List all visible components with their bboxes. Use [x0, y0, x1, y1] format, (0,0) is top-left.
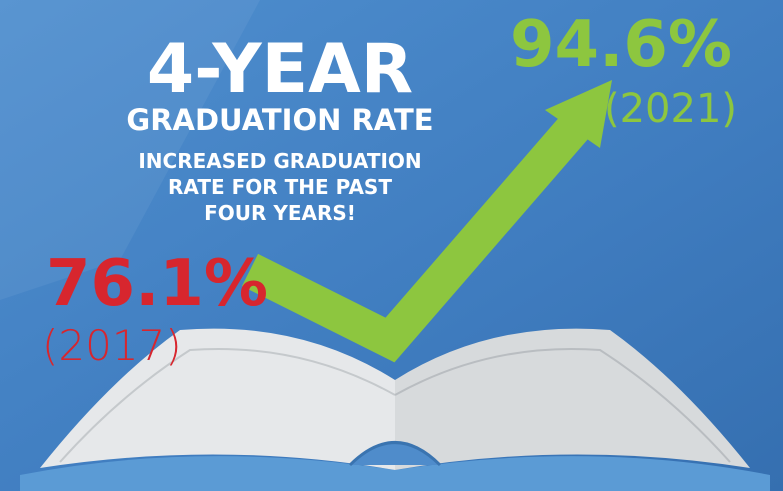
start-year: (2017)	[42, 321, 182, 370]
page: 4-YEAR GRADUATION RATE INCREASED GRADUAT…	[0, 0, 783, 491]
start-rate: 76.1%	[46, 247, 268, 321]
note-line: FOUR YEARS!	[204, 201, 356, 225]
end-rate: 94.6%	[510, 8, 732, 82]
note-line: INCREASED GRADUATION	[138, 149, 421, 173]
note-line: RATE FOR THE PAST	[168, 175, 392, 199]
title: 4-YEAR	[147, 30, 413, 109]
subtitle: GRADUATION RATE	[126, 103, 433, 137]
end-year: (2021)	[604, 86, 737, 132]
infographic: 4-YEAR GRADUATION RATE INCREASED GRADUAT…	[0, 0, 783, 491]
